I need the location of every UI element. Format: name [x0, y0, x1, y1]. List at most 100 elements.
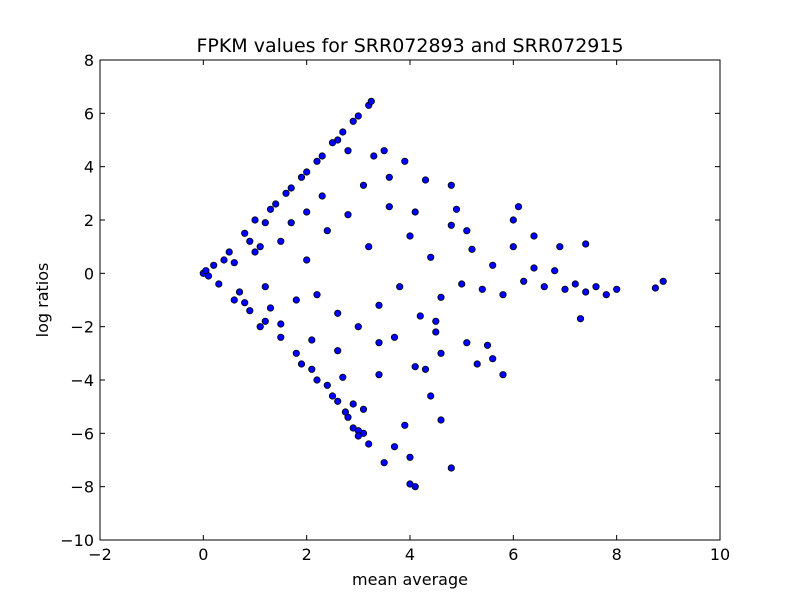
- data-point: [256, 323, 264, 331]
- data-point: [463, 339, 471, 347]
- data-point: [416, 312, 424, 320]
- data-point: [220, 256, 228, 264]
- data-point: [427, 253, 435, 261]
- data-points: [199, 97, 667, 491]
- data-point: [318, 192, 326, 200]
- y-tick-label: 6: [84, 104, 94, 123]
- data-point: [277, 333, 285, 341]
- data-point: [344, 147, 352, 155]
- data-point: [421, 176, 430, 184]
- data-point: [602, 291, 610, 299]
- data-point: [341, 408, 349, 416]
- data-point: [266, 304, 275, 312]
- data-point: [308, 336, 316, 344]
- data-point: [277, 237, 285, 245]
- data-point: [432, 317, 440, 325]
- y-tick-label: −2: [70, 318, 94, 337]
- y-axis-label: log ratios: [33, 263, 52, 338]
- data-point: [390, 333, 399, 341]
- data-point: [530, 232, 538, 240]
- y-tick-label: −8: [70, 478, 94, 497]
- data-point: [396, 283, 404, 291]
- plot-frame: [99, 59, 721, 541]
- data-point: [489, 261, 497, 269]
- y-tick-label: 0: [84, 264, 94, 283]
- data-point: [437, 293, 445, 301]
- data-point: [215, 280, 223, 288]
- data-point: [256, 243, 264, 251]
- data-point: [582, 240, 590, 248]
- data-point: [613, 285, 621, 293]
- data-point: [406, 480, 414, 488]
- data-point: [375, 371, 383, 379]
- data-point: [246, 237, 254, 245]
- data-point: [468, 245, 476, 253]
- data-point: [261, 283, 269, 291]
- x-tick-label: 6: [508, 545, 518, 564]
- data-point: [334, 136, 342, 144]
- data-point: [297, 173, 306, 181]
- data-point: [411, 363, 419, 371]
- data-point: [458, 280, 466, 288]
- data-point: [313, 157, 321, 165]
- data-point: [303, 168, 311, 176]
- data-point: [303, 256, 311, 264]
- data-point: [582, 288, 590, 296]
- data-point: [266, 205, 275, 213]
- data-point: [437, 349, 445, 357]
- data-point: [561, 285, 569, 293]
- data-point: [556, 243, 564, 251]
- data-point: [344, 211, 352, 219]
- data-point: [401, 421, 409, 429]
- data-point: [571, 280, 579, 288]
- data-point: [261, 219, 269, 227]
- data-point: [334, 347, 342, 355]
- data-point: [354, 432, 362, 440]
- data-point: [246, 307, 254, 315]
- x-axis: −2 0 2 4 6 8 10: [88, 60, 730, 564]
- chart-title: FPKM values for SRR072893 and SRR072915: [196, 35, 623, 57]
- data-point: [437, 416, 445, 424]
- x-tick-label: −2: [88, 545, 112, 564]
- y-tick-label: −10: [60, 531, 94, 550]
- y-tick-label: 2: [84, 211, 94, 230]
- data-point: [576, 315, 585, 323]
- data-point: [499, 291, 507, 299]
- x-axis-label: mean average: [352, 570, 468, 589]
- y-tick-label: −6: [70, 424, 94, 443]
- data-point: [514, 203, 523, 211]
- data-point: [230, 296, 238, 304]
- data-point: [473, 360, 481, 368]
- data-point: [489, 355, 497, 363]
- data-point: [308, 365, 316, 373]
- data-point: [651, 284, 660, 292]
- data-point: [406, 232, 414, 240]
- x-tick-label: 2: [302, 545, 312, 564]
- data-point: [277, 320, 285, 328]
- data-point: [367, 97, 375, 105]
- data-point: [447, 221, 455, 229]
- y-tick-label: −4: [70, 371, 94, 390]
- data-point: [272, 200, 280, 208]
- data-point: [540, 283, 548, 291]
- data-point: [380, 459, 388, 467]
- data-point: [509, 216, 517, 224]
- data-point: [354, 323, 362, 331]
- data-point: [204, 272, 213, 280]
- data-point: [499, 371, 507, 379]
- data-point: [659, 277, 667, 285]
- data-point: [483, 341, 492, 349]
- data-point: [463, 227, 471, 235]
- data-point: [210, 261, 218, 269]
- data-point: [230, 259, 238, 267]
- data-point: [313, 376, 321, 384]
- data-point: [334, 309, 342, 317]
- data-point: [592, 283, 600, 291]
- x-tick-label: 0: [198, 545, 208, 564]
- data-point: [241, 229, 249, 237]
- data-point: [370, 152, 378, 160]
- data-point: [380, 147, 388, 155]
- y-tick-label: 4: [84, 158, 94, 177]
- data-point: [359, 405, 368, 413]
- data-point: [323, 227, 331, 235]
